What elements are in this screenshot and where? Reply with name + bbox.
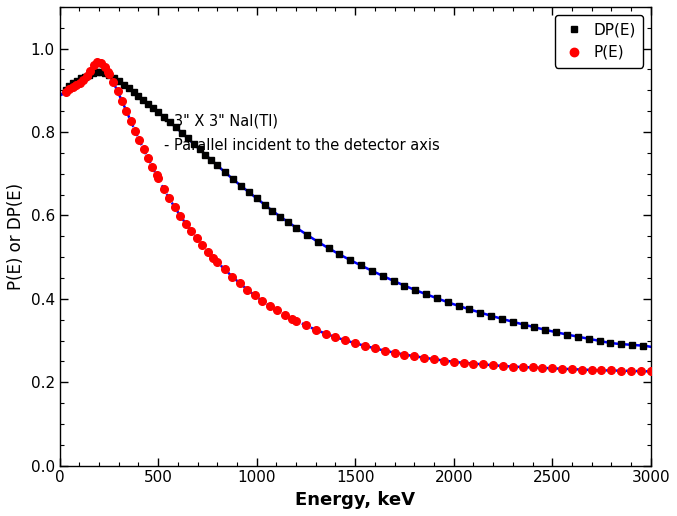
Line: P(E): P(E) [62, 58, 655, 375]
X-axis label: Energy, keV: Energy, keV [295, 491, 415, 509]
DP(E) [303, 232, 311, 238]
Line: DP(E): DP(E) [62, 69, 646, 349]
DP(E) [93, 69, 101, 75]
DP(E) [574, 333, 582, 340]
P(E) [499, 363, 507, 369]
P(E) [79, 77, 87, 83]
P(E) [93, 59, 102, 65]
P(E) [62, 89, 70, 95]
DP(E) [292, 224, 300, 231]
P(E) [228, 273, 236, 280]
DP(E) [639, 343, 647, 349]
P(E) [647, 368, 655, 375]
P(E) [65, 86, 73, 92]
DP(E) [129, 89, 137, 95]
Legend: DP(E), P(E): DP(E), P(E) [555, 14, 643, 68]
Text: - Parallel incident to the detector axis: - Parallel incident to the detector axis [164, 138, 440, 153]
DP(E) [178, 130, 186, 136]
P(E) [460, 360, 468, 366]
DP(E) [134, 92, 142, 99]
Text: - 3" X 3" NaI(Tl): - 3" X 3" NaI(Tl) [164, 114, 278, 128]
P(E) [258, 298, 266, 304]
Y-axis label: P(E) or DP(E): P(E) or DP(E) [7, 183, 25, 290]
DP(E) [62, 87, 70, 93]
